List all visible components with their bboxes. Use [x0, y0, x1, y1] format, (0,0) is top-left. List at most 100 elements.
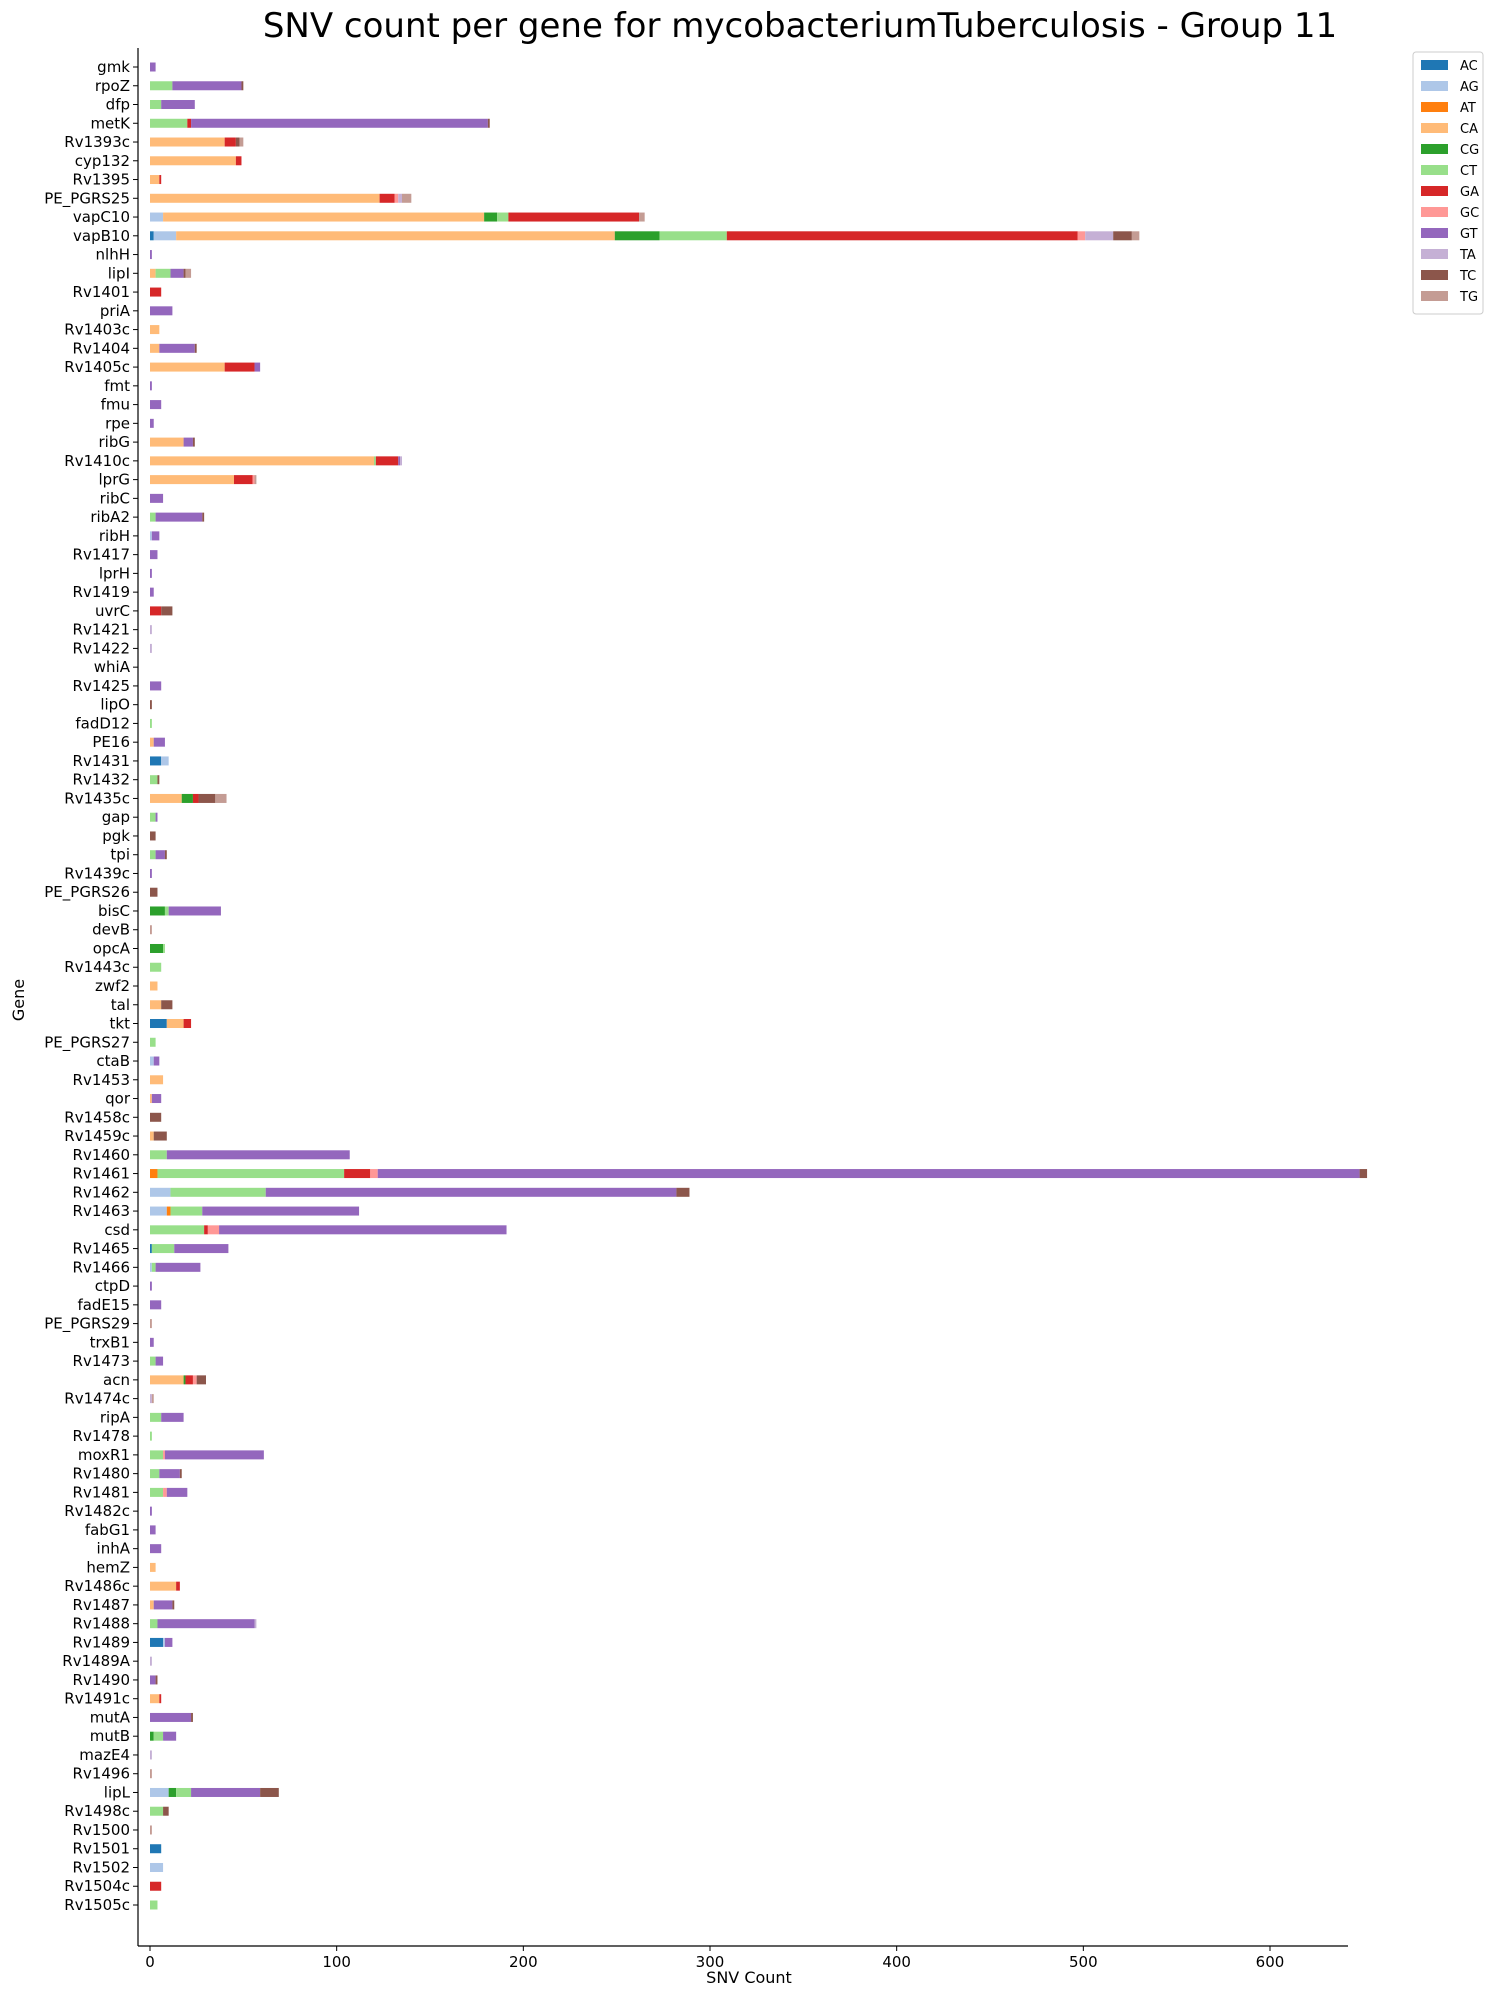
y-tick-label-PE16: PE16 [92, 733, 130, 751]
bar-segment-opcA-CT [163, 943, 165, 953]
bar-segment-Rv1473-CT [150, 1356, 156, 1366]
bar-segment-tpi-GT [155, 850, 165, 860]
bar-segment-ribH-AG [150, 531, 152, 541]
bar-segment-vapC10-CA [163, 212, 485, 222]
bar-segment-acn-TC [196, 1375, 206, 1385]
y-tick-label-Rv1395: Rv1395 [73, 171, 130, 189]
bar-segment-Rv1410c-CT [374, 456, 376, 466]
y-tick-label-Rv1404: Rv1404 [73, 339, 130, 357]
bar-segment-Rv1480-TC [179, 1469, 182, 1479]
bar-segment-rpe-GT [150, 418, 154, 428]
y-tick-label-Rv1439c: Rv1439c [64, 864, 130, 882]
bar-segment-vapC10-GA [508, 212, 640, 222]
bar-segment-Rv1500-TG [150, 1825, 152, 1835]
bar-segment-tkt-AC [150, 1019, 167, 1029]
bar-segment-rpoZ-TC [241, 81, 244, 91]
legend-swatch-AG [1421, 81, 1448, 91]
y-tick-label-lprH: lprH [99, 564, 130, 582]
bar-segment-Rv1405c-CA [150, 362, 225, 372]
bar-segment-csd-CT [150, 1225, 205, 1235]
y-tick-label-vapB10: vapB10 [73, 227, 130, 245]
y-tick-label-inhA: inhA [97, 1540, 131, 1558]
y-tick-label-Rv1505c: Rv1505c [64, 1896, 130, 1914]
legend-swatch-TC [1421, 270, 1448, 280]
bar-segment-vapB10-GC [1077, 231, 1086, 241]
bar-segment-Rv1498c-CT [150, 1806, 164, 1816]
bar-segment-ribA2-TC [202, 512, 205, 522]
y-tick-label-PE_PGRS26: PE_PGRS26 [44, 883, 130, 902]
y-tick-label-Rv1487: Rv1487 [73, 1596, 130, 1614]
bar-segment-vapB10-CT [659, 231, 727, 241]
bar-segment-Rv1463-CT [170, 1206, 203, 1216]
bar-segment-tpi-TC [164, 850, 167, 860]
bar-segment-vapB10-AG [153, 231, 177, 241]
bar-segment-bisC-CT [164, 906, 169, 916]
y-tick-label-Rv1504c: Rv1504c [64, 1877, 130, 1895]
bar-segment-ribH-GT [151, 531, 160, 541]
bar-segment-qor-CA [150, 1094, 152, 1104]
bar-segment-lprG-CA [150, 475, 234, 485]
y-tick-label-Rv1422: Rv1422 [73, 639, 130, 657]
y-tick-label-PE_PGRS25: PE_PGRS25 [44, 189, 130, 208]
x-tick-label-100: 100 [322, 1953, 351, 1971]
y-tick-label-fadD12: fadD12 [75, 714, 130, 732]
y-tick-label-Rv1421: Rv1421 [73, 621, 130, 639]
y-tick-label-whiA: whiA [94, 658, 131, 676]
bar-segment-Rv1461-CT [157, 1169, 345, 1179]
bar-segment-Rv1410c-GA [375, 456, 399, 466]
bar-segment-Rv1461-GT [377, 1169, 1360, 1179]
bar-segment-gap-GT [155, 812, 158, 822]
y-tick-label-Rv1473: Rv1473 [73, 1352, 130, 1370]
bar-segment-lprG-TG [254, 475, 257, 485]
y-tick-label-ribH: ribH [99, 527, 130, 545]
bar-segment-Rv1498c-TC [163, 1806, 169, 1816]
bar-segment-PE_PGRS27-CT [150, 1037, 156, 1047]
y-tick-label-devB: devB [92, 921, 130, 939]
legend-label-TC: TC [1459, 269, 1476, 284]
bar-segment-Rv1491c-GA [159, 1694, 162, 1704]
bar-segment-PE_PGRS29-TG [150, 1319, 152, 1329]
bar-segment-Rv1410c-GT [398, 456, 401, 466]
bar-segment-ribG-TC [192, 437, 195, 447]
bar-segment-fmu-GT [150, 400, 162, 410]
bar-segment-cyp132-CA [150, 156, 236, 166]
legend-label-GT: GT [1460, 227, 1478, 242]
bar-segment-Rv1439c-GT [150, 868, 152, 878]
legend-label-CT: CT [1460, 164, 1477, 179]
bar-segment-lipI-CA [150, 268, 156, 278]
bar-segment-vapB10-TG [1131, 231, 1140, 241]
bar-segment-Rv1463-GT [202, 1206, 360, 1216]
bar-segment-vapB10-AC [150, 231, 154, 241]
y-tick-label-fabG1: fabG1 [85, 1521, 130, 1539]
bar-segment-mutA-GT [150, 1712, 192, 1722]
bar-segment-uvrC-GA [150, 606, 162, 616]
y-tick-label-Rv1463: Rv1463 [73, 1202, 130, 1220]
y-tick-label-moxR1: moxR1 [78, 1446, 130, 1464]
bar-segment-Rv1435c-CA [150, 793, 182, 803]
bar-segment-vapB10-CG [614, 231, 660, 241]
bar-segment-Rv1405c-GT [254, 362, 261, 372]
bar-segment-Rv1473-GT [155, 1356, 164, 1366]
y-tick-label-ripA: ripA [100, 1408, 131, 1426]
y-tick-label-Rv1393c: Rv1393c [64, 133, 130, 151]
bar-segment-Rv1486c-CA [150, 1581, 177, 1591]
legend-frame [1412, 51, 1484, 315]
y-tick-label-Rv1465: Rv1465 [73, 1240, 130, 1258]
bar-segment-PE_PGRS26-TC [150, 887, 158, 897]
y-tick-label-csd: csd [104, 1221, 130, 1239]
y-axis-label: Gene [9, 979, 28, 1021]
bar-segment-acn-GA [185, 1375, 193, 1385]
bar-segment-Rv1487-GT [153, 1600, 173, 1610]
bar-segment-gap-CT [150, 812, 156, 822]
bar-segment-rpoZ-GT [172, 81, 242, 91]
y-tick-label-ribA2: ribA2 [90, 508, 130, 526]
y-tick-label-mutB: mutB [90, 1727, 130, 1745]
bar-segment-Rv1443c-CT [150, 962, 162, 972]
y-tick-label-Rv1417: Rv1417 [73, 546, 130, 564]
bar-segment-Rv1393c-TG [239, 137, 244, 147]
bar-segment-Rv1410c-CA [150, 456, 374, 466]
y-tick-label-ribC: ribC [100, 489, 130, 507]
bar-segment-ripA-GT [161, 1412, 184, 1422]
bar-segment-Rv1463-AG [150, 1206, 167, 1216]
y-tick-label-hemZ: hemZ [86, 1558, 130, 1576]
